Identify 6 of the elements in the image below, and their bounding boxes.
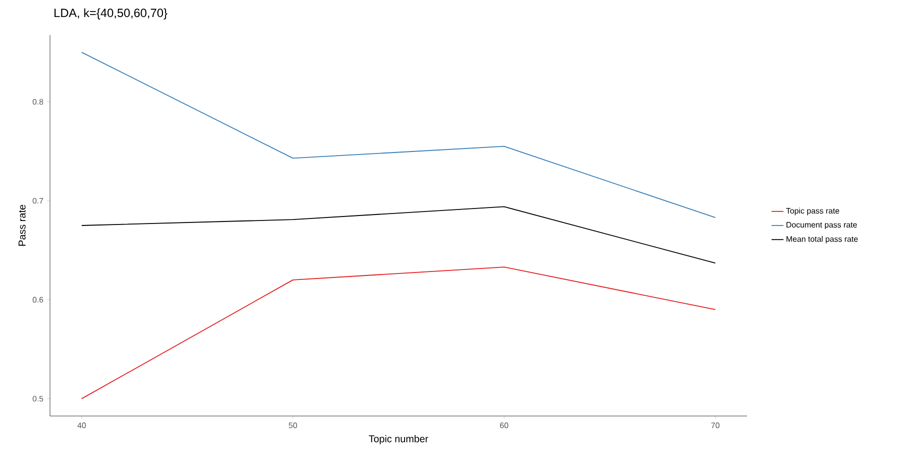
line-series <box>81 266 716 400</box>
y-axis-title: Pass rate <box>18 204 26 246</box>
line-series <box>81 52 716 218</box>
x-axis-title: Topic number <box>368 435 428 444</box>
line-series <box>81 206 716 264</box>
chart-title: LDA, k={40,50,60,70} <box>54 8 168 20</box>
